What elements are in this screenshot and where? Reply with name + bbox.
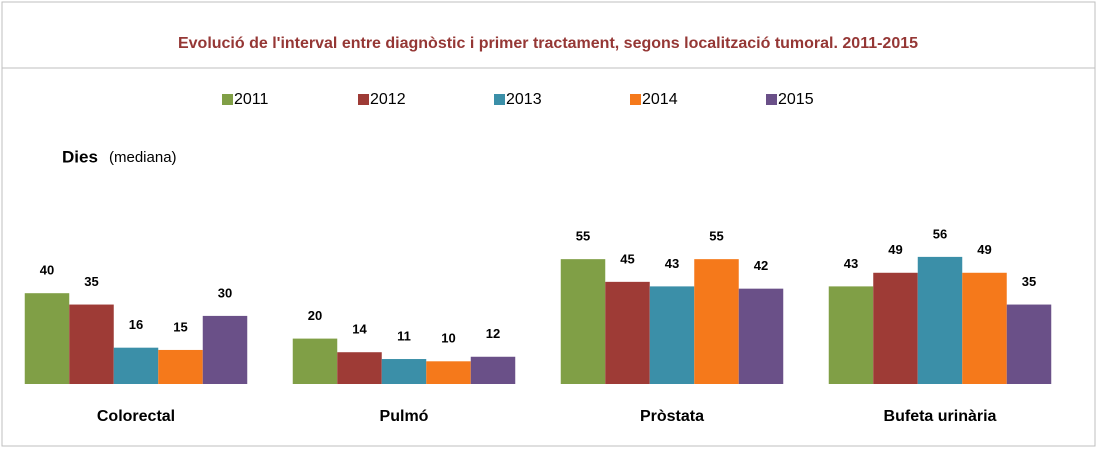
legend-swatch [494, 94, 505, 105]
y-axis-label: Dies [62, 147, 98, 166]
bar [292, 338, 338, 384]
x-tick-label: Pròstata [640, 408, 704, 425]
data-label: 11 [397, 328, 411, 343]
legend-swatch [766, 94, 777, 105]
data-label: 14 [352, 322, 367, 337]
data-label: 12 [486, 326, 500, 341]
data-label: 43 [665, 256, 679, 271]
bar [649, 286, 695, 384]
legend-label: 2014 [642, 91, 678, 108]
x-tick-label: Pulmó [380, 408, 429, 425]
data-label: 20 [308, 308, 322, 323]
chart-title: Evolució de l'interval entre diagnòstic … [178, 35, 918, 52]
bar [560, 259, 606, 384]
data-label: 16 [129, 317, 143, 332]
bar [828, 286, 874, 384]
bar [917, 256, 963, 384]
data-label: 35 [1022, 274, 1036, 289]
bar [113, 347, 159, 384]
bar [1006, 304, 1052, 384]
bar [694, 259, 739, 384]
y-axis-note: (mediana) [109, 149, 177, 166]
data-label: 10 [441, 331, 455, 346]
data-label: 35 [84, 274, 98, 289]
bar [962, 272, 1007, 384]
bar [738, 288, 784, 384]
bar [24, 293, 70, 384]
data-label: 56 [933, 226, 947, 241]
legend-label: 2012 [370, 91, 406, 108]
data-label: 49 [977, 242, 991, 257]
bar [158, 349, 203, 384]
legend-swatch [222, 94, 233, 105]
bar [873, 272, 918, 384]
legend-swatch [630, 94, 641, 105]
data-label: 55 [709, 229, 723, 244]
bar [202, 315, 248, 384]
data-label: 43 [844, 256, 858, 271]
x-tick-label: Colorectal [97, 408, 175, 425]
data-label: 49 [888, 242, 902, 257]
legend-label: 2015 [778, 91, 814, 108]
legend-label: 2013 [506, 91, 542, 108]
bar [470, 356, 516, 384]
legend-swatch [358, 94, 369, 105]
data-label: 45 [620, 251, 634, 266]
data-label: 30 [218, 285, 232, 300]
bar [381, 359, 427, 384]
x-tick-label: Bufeta urinària [884, 408, 997, 425]
bar [426, 361, 471, 384]
data-label: 42 [754, 258, 768, 273]
bar [69, 304, 114, 384]
bar [605, 281, 650, 384]
bar [337, 352, 382, 384]
data-label: 55 [576, 229, 590, 244]
data-label: 15 [173, 319, 187, 334]
data-label: 40 [40, 263, 54, 278]
legend-label: 2011 [234, 91, 269, 108]
